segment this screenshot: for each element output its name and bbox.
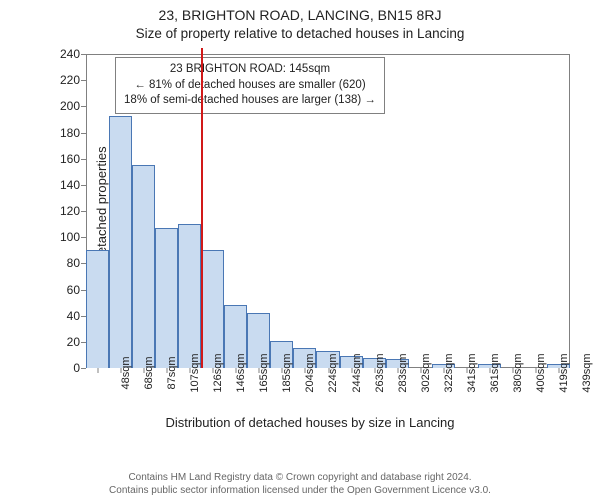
x-axis-label: Distribution of detached houses by size … bbox=[40, 415, 580, 430]
legend-line-1: 23 BRIGHTON ROAD: 145sqm bbox=[124, 62, 376, 78]
title-block: 23, BRIGHTON ROAD, LANCING, BN15 8RJ Siz… bbox=[0, 0, 600, 43]
ytick-mark bbox=[81, 237, 86, 238]
histogram-bar bbox=[155, 228, 178, 368]
ytick-mark bbox=[81, 290, 86, 291]
ytick-mark bbox=[81, 316, 86, 317]
ytick-mark bbox=[81, 211, 86, 212]
ytick-mark bbox=[81, 133, 86, 134]
footer-attribution: Contains HM Land Registry data © Crown c… bbox=[0, 471, 600, 497]
chart-container: Number of detached properties 23 BRIGHTO… bbox=[40, 46, 580, 426]
ytick-mark bbox=[81, 106, 86, 107]
ytick-mark bbox=[81, 80, 86, 81]
page-subtitle: Size of property relative to detached ho… bbox=[0, 25, 600, 43]
ytick-mark bbox=[81, 263, 86, 264]
histogram-bar bbox=[201, 250, 224, 368]
legend-line-3: 18% of semi-detached houses are larger (… bbox=[124, 93, 376, 109]
ytick-mark bbox=[81, 368, 86, 369]
legend-box: 23 BRIGHTON ROAD: 145sqm ← 81% of detach… bbox=[115, 57, 385, 114]
footer-line-1: Contains HM Land Registry data © Crown c… bbox=[0, 471, 600, 484]
plot-area: 23 BRIGHTON ROAD: 145sqm ← 81% of detach… bbox=[86, 54, 570, 368]
footer-line-2: Contains public sector information licen… bbox=[0, 484, 600, 497]
xtick-label: 439sqm bbox=[559, 353, 593, 392]
histogram-bar bbox=[132, 165, 155, 368]
legend-line-2: ← 81% of detached houses are smaller (62… bbox=[124, 78, 376, 94]
ytick-mark bbox=[81, 342, 86, 343]
histogram-bar bbox=[109, 116, 132, 369]
reference-line bbox=[201, 48, 203, 368]
page-title: 23, BRIGHTON ROAD, LANCING, BN15 8RJ bbox=[0, 6, 600, 25]
ytick-mark bbox=[81, 159, 86, 160]
ytick-mark bbox=[81, 54, 86, 55]
ytick-mark bbox=[81, 185, 86, 186]
histogram-bar bbox=[86, 250, 109, 368]
histogram-bar bbox=[178, 224, 201, 368]
